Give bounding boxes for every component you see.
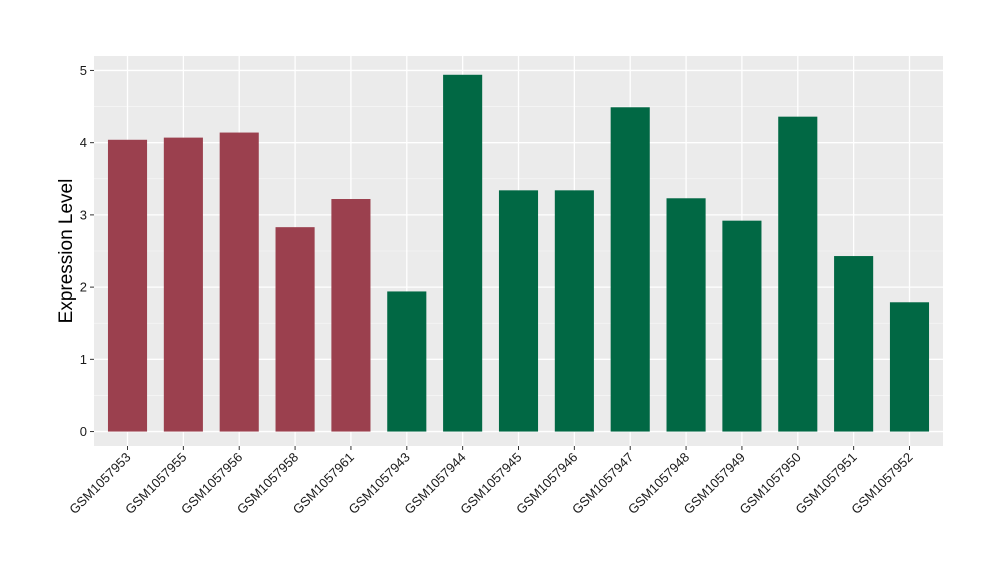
- bar-GSM1057948: [666, 198, 706, 432]
- bar-GSM1057950: [778, 116, 818, 432]
- bar-GSM1057951: [834, 256, 874, 432]
- y-tick-label: 1: [80, 352, 87, 367]
- bar-GSM1057947: [610, 107, 650, 432]
- y-tick-label: 5: [80, 63, 87, 78]
- bar-GSM1057952: [889, 302, 930, 432]
- bar-GSM1057945: [498, 190, 539, 432]
- y-tick-label: 2: [80, 280, 87, 295]
- y-tick-label: 3: [80, 207, 87, 222]
- bar-GSM1057949: [722, 220, 762, 432]
- y-axis: 0 1 2 3 4 5: [80, 63, 94, 439]
- bar-GSM1057953: [107, 139, 148, 432]
- bar-GSM1057961: [331, 199, 371, 432]
- bar-GSM1057946: [554, 190, 594, 432]
- y-tick-label: 0: [80, 424, 87, 439]
- bar-GSM1057958: [275, 227, 315, 432]
- x-axis: GSM1057953GSM1057955GSM1057956GSM1057958…: [66, 446, 916, 517]
- y-axis-title: Expression Level: [56, 179, 77, 324]
- bar-GSM1057956: [219, 132, 259, 432]
- bar-GSM1057944: [443, 74, 483, 432]
- y-tick-label: 4: [80, 135, 87, 150]
- bar-GSM1057943: [387, 291, 427, 432]
- bars: [107, 74, 930, 432]
- bar-GSM1057955: [163, 137, 203, 432]
